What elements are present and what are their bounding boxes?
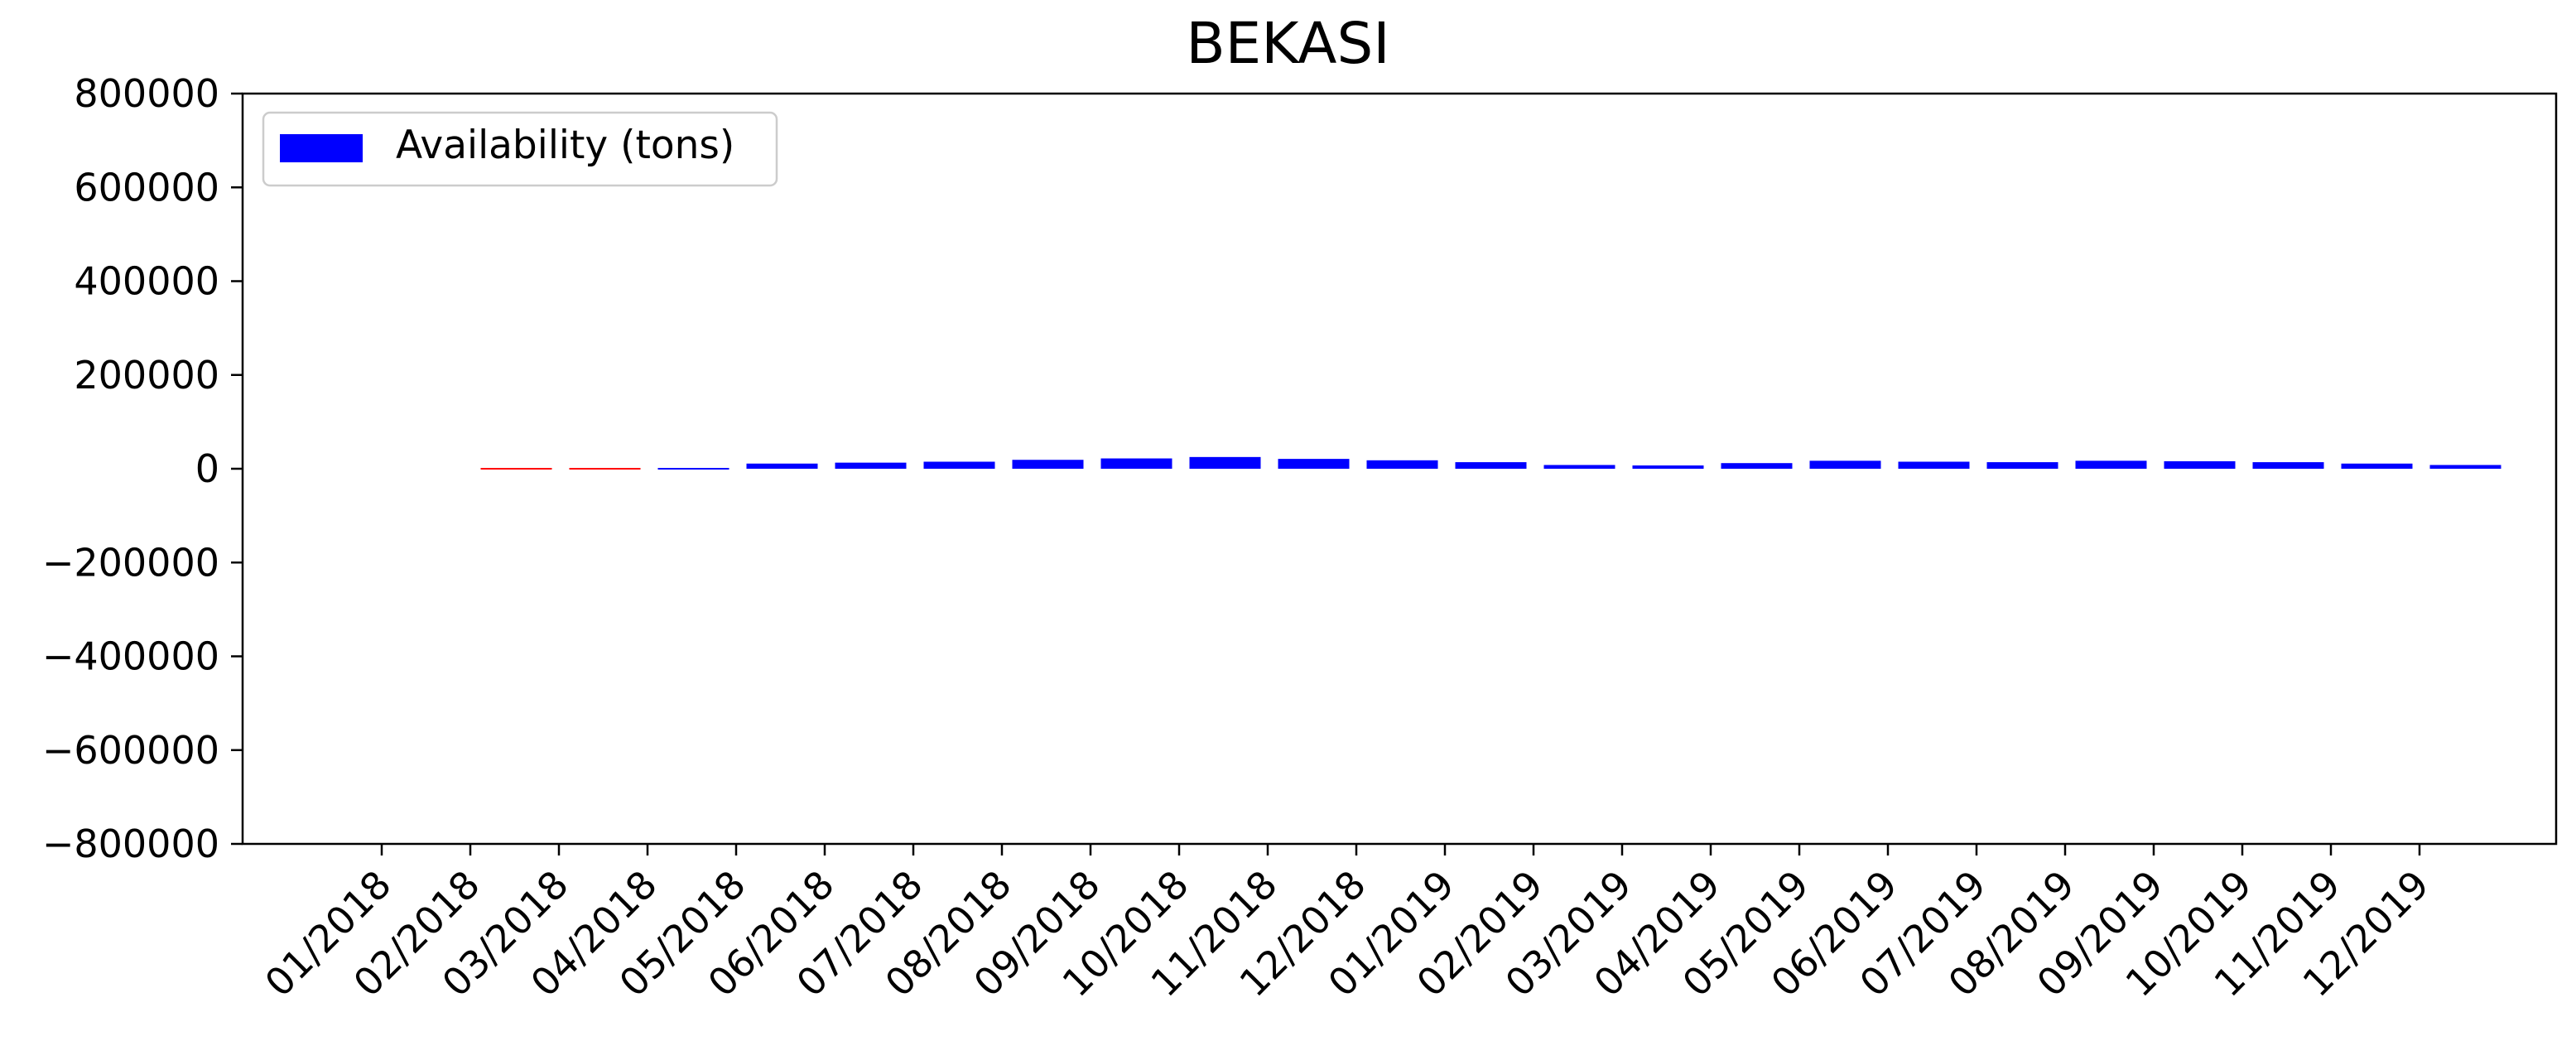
bar-01-2019 xyxy=(1455,462,1527,469)
bar-07-2019 xyxy=(1986,462,2058,469)
bar-10-2019 xyxy=(2252,462,2324,469)
legend: Availability (tons) xyxy=(262,111,778,187)
y-tick-label: 200000 xyxy=(74,353,219,398)
y-tick-label: −600000 xyxy=(42,728,219,773)
bar-04-2019 xyxy=(1721,463,1793,469)
bar-06-2019 xyxy=(1898,461,1970,469)
bar-12-2019 xyxy=(2429,465,2501,469)
bar-07-2018 xyxy=(923,461,995,469)
legend-label: Availability (tons) xyxy=(396,123,734,168)
bar-11-2019 xyxy=(2341,463,2413,469)
bar-09-2019 xyxy=(2164,460,2236,469)
bar-08-2019 xyxy=(2075,460,2147,469)
y-tick-label: −200000 xyxy=(42,540,219,585)
chart-title: BEKASI xyxy=(1186,11,1390,77)
bar-12-2018 xyxy=(1366,460,1438,469)
y-tick-label: 400000 xyxy=(74,259,219,304)
y-tick-label: −400000 xyxy=(42,634,219,679)
bar-05-2018 xyxy=(746,463,818,469)
legend-box xyxy=(262,111,778,187)
bar-08-2018 xyxy=(1012,460,1084,469)
y-tick-label: 600000 xyxy=(74,165,219,210)
legend-swatch xyxy=(280,134,363,162)
y-tick-label: 0 xyxy=(195,446,219,491)
y-tick-label: −800000 xyxy=(42,822,219,866)
bar-03-2019 xyxy=(1632,465,1704,469)
y-axis: 800000 600000 400000 200000 0 −200000 −400000 −… xyxy=(42,71,243,866)
bar-09-2018 xyxy=(1100,458,1172,469)
bar-05-2019 xyxy=(1809,460,1881,469)
x-axis: 01/201802/201803/201804/201805/201806/20… xyxy=(256,844,2438,1005)
bar-04-2018 xyxy=(657,468,729,470)
bar-11-2018 xyxy=(1278,459,1350,469)
bar-10-2018 xyxy=(1189,456,1261,469)
bar-02-2019 xyxy=(1543,465,1615,469)
y-tick-label: 800000 xyxy=(74,71,219,116)
bar-06-2018 xyxy=(835,462,907,469)
bars-group xyxy=(480,456,2501,470)
bar-02-2018 xyxy=(480,468,552,470)
bar-03-2018 xyxy=(569,468,641,470)
